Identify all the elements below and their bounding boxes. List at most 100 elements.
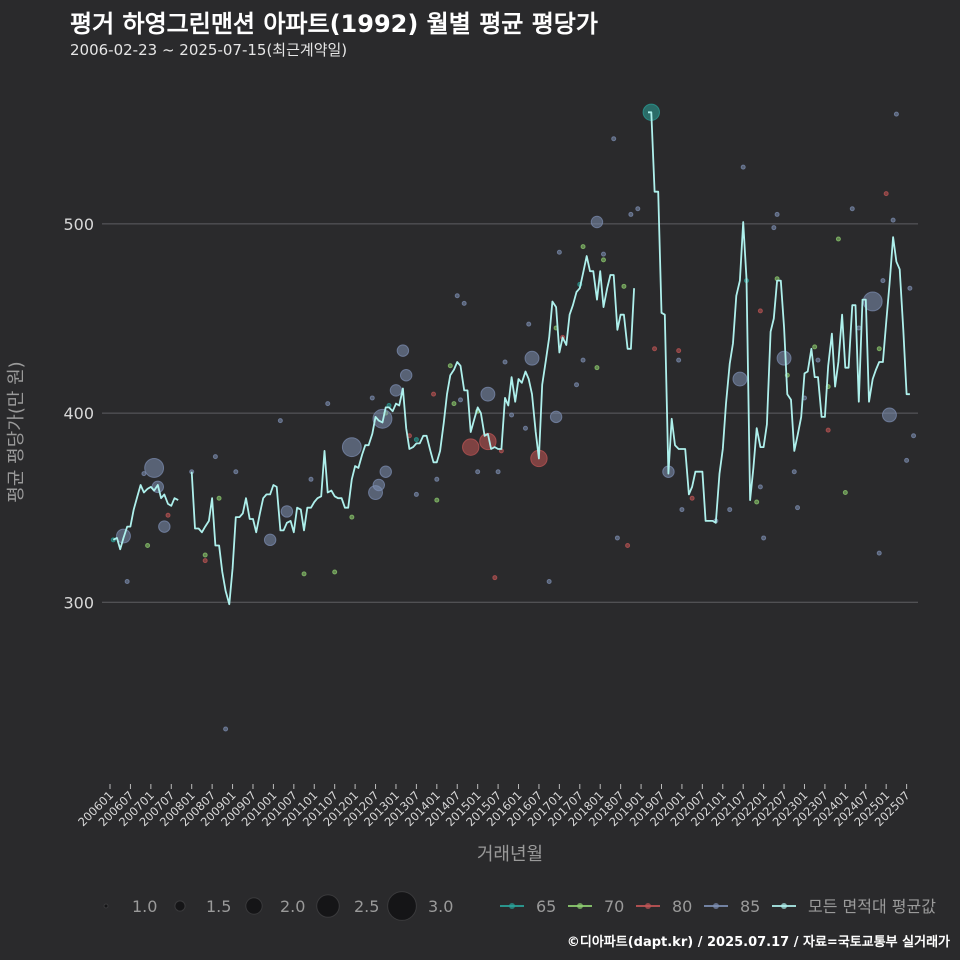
bubble-area-70: [145, 543, 151, 549]
bubble-area-80: [202, 558, 208, 564]
bubble-area-80: [689, 495, 695, 501]
avg-price-line: [112, 484, 179, 551]
bubble-area-85: [890, 217, 896, 223]
size-legend-key: [387, 891, 417, 921]
bubble-area-70: [301, 571, 307, 577]
bubble-area-85: [509, 412, 515, 418]
bubble-area-85: [141, 471, 147, 477]
bubble-area-85: [458, 397, 464, 403]
bubble-area-85: [727, 507, 733, 513]
size-legend-label: 3.0: [428, 897, 453, 916]
bubble-area-85: [757, 484, 763, 490]
axis-layer: 3004005002006012006072007012007072008012…: [6, 215, 913, 865]
bubble-area-85: [372, 478, 386, 492]
bubble-area-70: [812, 344, 818, 350]
bubble-area-80: [431, 391, 437, 397]
bubble-area-85: [308, 476, 314, 482]
bubble-area-85: [524, 350, 540, 366]
bubble-area-85: [277, 418, 283, 424]
bubble-area-85: [791, 469, 797, 475]
bubble-area-85: [628, 211, 634, 217]
bubble-area-85: [549, 410, 563, 424]
area-legend-dot: [713, 903, 719, 909]
bubble-area-85: [556, 249, 562, 255]
bubble-area-85: [635, 206, 641, 212]
bubble-area-85: [893, 111, 899, 117]
bubble-area-70: [754, 499, 760, 505]
bubble-area-85: [341, 437, 362, 458]
bubble-area-85: [849, 206, 855, 212]
bubble-area-70: [842, 490, 848, 496]
y-axis-title: 평균 평당가(만 원): [6, 361, 27, 502]
bubble-area-85: [526, 321, 532, 327]
bubble-area-70: [434, 497, 440, 503]
bubble-area-85: [263, 533, 277, 547]
bubble-area-85: [771, 225, 777, 231]
bubble-area-85: [580, 357, 586, 363]
bubble-area-85: [379, 465, 392, 478]
bubble-area-70: [876, 346, 882, 352]
line-layer: [112, 111, 910, 606]
bubble-area-85: [144, 458, 165, 478]
bubble-area-80: [825, 427, 831, 433]
bubble-area-85: [740, 164, 746, 170]
bubble-area-85: [856, 325, 862, 331]
bubble-area-85: [396, 344, 410, 357]
size-legend-label: 2.5: [354, 897, 379, 916]
area-legend-label: 80: [672, 897, 692, 916]
bubble-area-85: [907, 285, 913, 291]
bubble-area-85: [389, 384, 403, 397]
bubble-area-80: [676, 348, 682, 354]
area-legend-dot: [645, 903, 651, 909]
bubble-area-85: [369, 395, 375, 401]
bubble-area-70: [594, 365, 600, 371]
bubble-area-85: [815, 357, 821, 363]
x-axis-title: 거래년월: [477, 844, 543, 865]
bubble-area-85: [880, 278, 886, 284]
bubble-area-80: [757, 308, 763, 314]
chart-caption: ©디아파트(dapt.kr) / 2025.07.17 / 자료=국토교통부 실…: [566, 935, 950, 950]
bubble-area-85: [434, 476, 440, 482]
y-tick-label: 300: [63, 593, 94, 612]
bubble-area-85: [212, 454, 218, 460]
bubble-area-85: [611, 136, 617, 142]
y-tick-label: 400: [63, 404, 94, 423]
bubble-area-70: [835, 236, 841, 242]
bubble-area-70: [332, 569, 338, 575]
bubble-area-85: [124, 578, 130, 584]
bubble-area-85: [732, 371, 748, 387]
bubble-area-85: [233, 469, 239, 475]
chart-title: 평거 하영그린맨션 아파트(1992) 월별 평균 평당가: [70, 10, 598, 38]
bubble-area-85: [911, 433, 917, 439]
size-legend-label: 2.0: [280, 897, 305, 916]
size-legend-key: [316, 894, 340, 918]
bubble-area-85: [774, 211, 780, 217]
bubble-area-85: [676, 357, 682, 363]
bubble-area-70: [202, 552, 208, 558]
bubble-area-80: [165, 512, 171, 518]
bubble-area-85: [776, 350, 792, 366]
bubble-area-80: [492, 575, 498, 581]
size-legend-label: 1.5: [206, 897, 231, 916]
area-legend-label: 85: [740, 897, 760, 916]
bubble-area-85: [876, 550, 882, 556]
bubble-area-85: [904, 457, 910, 463]
area-legend-label: 65: [536, 897, 556, 916]
y-tick-label: 500: [63, 215, 94, 234]
bubble-area-85: [502, 359, 508, 365]
bubble-area-80: [652, 346, 658, 352]
avg-price-line: [190, 255, 635, 606]
bubble-area-85: [881, 407, 897, 423]
bubble-area-85: [614, 535, 620, 541]
size-legend-key: [174, 900, 186, 912]
points-layer: [110, 103, 917, 732]
bubble-area-85: [325, 401, 331, 407]
bubble-area-85: [574, 382, 580, 388]
bubble-area-85: [590, 215, 604, 229]
bubble-area-85: [546, 578, 552, 584]
area-legend-label: 모든 면적대 평균값: [808, 897, 936, 916]
bubble-area-85: [461, 300, 467, 306]
size-legend-key: [103, 903, 109, 909]
bubble-area-85: [158, 520, 171, 533]
